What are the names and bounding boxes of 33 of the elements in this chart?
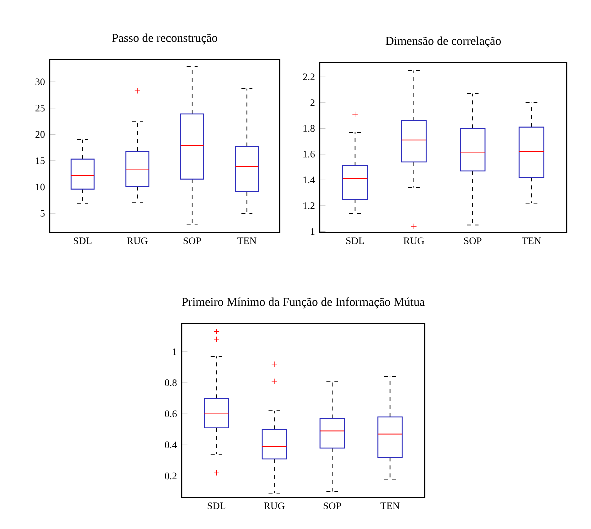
x-tick-label: SDL	[346, 238, 364, 244]
y-tick-label: 10	[36, 184, 45, 191]
y-tick-label: 1.6	[304, 151, 315, 158]
y-tick-label: 15	[36, 158, 45, 164]
y-tick-label: 1.8	[304, 125, 315, 132]
x-tick-label: TEN	[380, 502, 400, 510]
y-tick-label: 0.4	[165, 442, 178, 449]
y-tick-label: 25	[36, 105, 45, 112]
y-tick-label: 1.4	[304, 176, 316, 184]
y-tick-label: 5	[40, 210, 45, 217]
y-tick-label: 1	[173, 348, 177, 356]
x-tick-label: RUG	[127, 238, 148, 244]
x-tick-label: TEN	[522, 238, 542, 244]
y-tick-label: 0.8	[165, 380, 177, 386]
chart-title: Primeiro Mínimo da Função de Informação Mútua	[182, 298, 425, 309]
x-tick-label: SDL	[74, 238, 92, 244]
chart-title: Dimensão de correlação	[386, 36, 502, 48]
x-tick-label: SDL	[208, 502, 226, 510]
y-tick-label: 2	[310, 100, 315, 106]
chart-title: Passo de reconstrução	[112, 34, 218, 45]
y-tick-label: 0.6	[165, 410, 177, 418]
x-tick-label: TEN	[238, 238, 257, 244]
x-tick-label: SOP	[184, 238, 202, 244]
y-tick-label: 2.2	[303, 74, 315, 81]
y-tick-label: 1	[311, 228, 315, 236]
y-tick-label: 1.2	[304, 202, 315, 210]
y-tick-label: 20	[36, 131, 45, 138]
x-tick-label: SOP	[464, 238, 482, 244]
y-tick-label: 30	[36, 78, 45, 86]
x-tick-label: RUG	[264, 502, 285, 510]
x-tick-label: RUG	[404, 238, 424, 244]
y-tick-label: 0.2	[165, 472, 177, 480]
x-tick-label: SOP	[324, 502, 342, 510]
